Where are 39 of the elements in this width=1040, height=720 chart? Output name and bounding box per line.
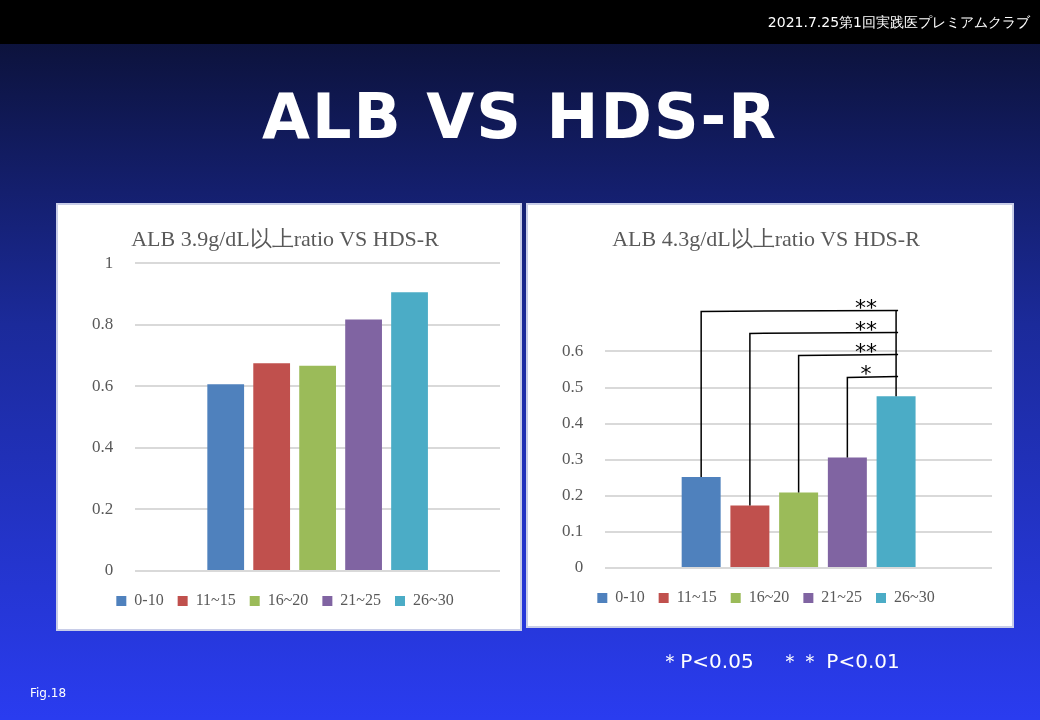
text: 2021.7.25第1回実践医プレミアムクラブ <box>766 14 1030 32</box>
legend-label: 21~25 <box>821 588 863 606</box>
y-tick-label: 0 <box>104 560 114 580</box>
legend-label: 11~15 <box>676 588 717 606</box>
bar <box>299 365 337 570</box>
legend-label: 21~25 <box>340 591 382 609</box>
y-tick-label: 0.3 <box>562 449 584 469</box>
y-tick-label: 0.4 <box>92 437 114 457</box>
legend-label: 16~20 <box>267 591 309 609</box>
text: ＊P<0.05 ＊＊ P<0.01 <box>659 648 901 675</box>
legend-label: 26~30 <box>413 591 454 609</box>
bar <box>730 505 770 567</box>
legend-label: 26~30 <box>894 588 935 606</box>
bar <box>345 319 382 570</box>
legend-label: 16~20 <box>748 588 790 606</box>
y-tick-label: 0.8 <box>92 314 114 334</box>
y-tick-label: 0.4 <box>562 413 584 433</box>
bar <box>827 457 867 567</box>
y-tick-label: 0.5 <box>562 376 584 396</box>
chart-title: ALB 4.3g/dL以上ratio VS HDS-R <box>612 225 921 251</box>
legend-label: 11~15 <box>195 591 236 609</box>
chart-title: ALB 3.9g/dL以上ratio VS HDS-R <box>131 225 440 251</box>
caption: Fig.18 <box>30 686 67 700</box>
bar <box>681 477 721 567</box>
y-tick-label: 0.1 <box>562 521 584 541</box>
bar <box>253 363 291 570</box>
text: ALB VS HDS-R <box>260 80 779 153</box>
bar <box>391 292 428 570</box>
y-tick-label: 0 <box>574 557 584 577</box>
y-tick-label: 0.6 <box>92 375 114 395</box>
y-tick-label: 0.2 <box>562 485 584 505</box>
bar <box>207 384 245 570</box>
legend-label: 0-10 <box>134 591 164 609</box>
bar <box>779 492 819 567</box>
legend-label: 0-10 <box>615 588 645 606</box>
y-tick-label: 0.2 <box>92 498 114 518</box>
bar <box>876 396 916 567</box>
y-tick-label: 1 <box>104 252 114 272</box>
y-tick-label: 0.6 <box>562 340 584 360</box>
